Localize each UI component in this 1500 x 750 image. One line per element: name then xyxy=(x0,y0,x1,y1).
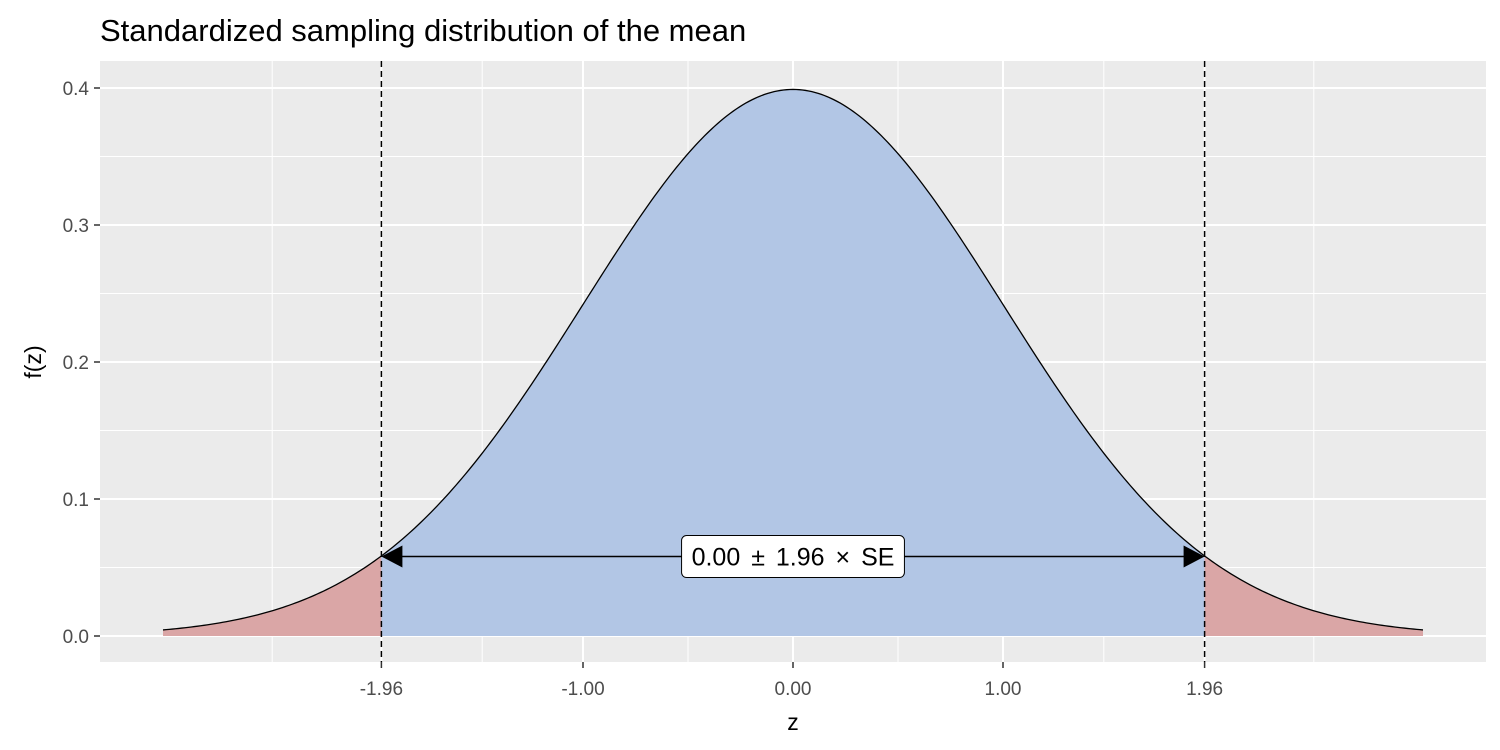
annotation-estimate: 0.00 xyxy=(692,544,741,572)
annotation-box xyxy=(681,535,905,579)
x-tick-label: -1.96 xyxy=(360,679,403,700)
y-tick-label: 0.2 xyxy=(63,353,89,374)
y-axis: 0.0 0.1 0.2 0.3 0.4 xyxy=(63,79,100,648)
chart-title: Standardized sampling distribution of th… xyxy=(100,13,746,48)
x-tick-label: -1.00 xyxy=(561,679,604,700)
x-tick-label: 1.96 xyxy=(1186,679,1223,700)
density-area-0 xyxy=(163,555,382,636)
annotation-plus-minus: ± xyxy=(751,544,765,572)
density-areas xyxy=(163,89,1423,636)
y-tick-label: 0.0 xyxy=(63,627,89,648)
arrow-head-right xyxy=(1183,545,1205,568)
y-tick-label: 0.3 xyxy=(63,216,89,237)
y-tick-label: 0.1 xyxy=(63,490,89,511)
y-tick-label: 0.4 xyxy=(63,79,90,100)
density-curve xyxy=(162,88,1424,631)
arrow-head-left xyxy=(381,545,403,568)
x-tick-label: 1.00 xyxy=(985,679,1022,700)
interval-annotation: 0.00 ± 1.96 × SE xyxy=(681,535,905,579)
annotation-times: × xyxy=(836,544,851,572)
annotation-label: 0.00 ± 1.96 × SE xyxy=(692,544,895,572)
y-axis-title: f(z) xyxy=(20,345,46,378)
critical-value-lines xyxy=(380,61,1206,662)
density-area-1 xyxy=(381,89,1205,636)
density-area-2 xyxy=(1204,555,1423,636)
annotation-se: SE xyxy=(861,544,894,572)
x-tick-label: 0.00 xyxy=(775,679,812,700)
x-axis: -1.96 -1.00 0.00 1.00 1.96 xyxy=(360,662,1223,700)
x-axis-title: z xyxy=(787,709,799,735)
annotation-critical: 1.96 xyxy=(776,544,825,572)
